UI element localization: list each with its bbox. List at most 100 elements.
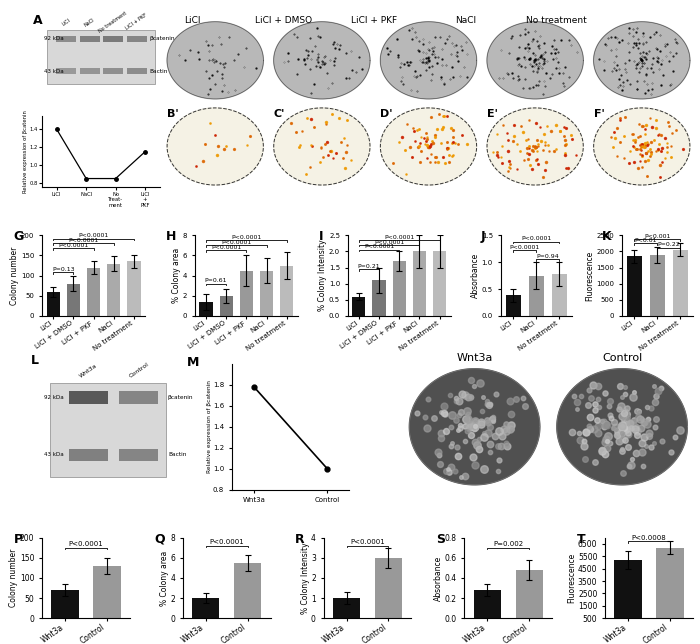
- Bar: [280, 265, 293, 316]
- Bar: [516, 570, 542, 618]
- Bar: [69, 449, 108, 461]
- Bar: [433, 251, 446, 316]
- Polygon shape: [274, 108, 370, 185]
- Text: LiCl + PKF: LiCl + PKF: [125, 13, 148, 31]
- Text: P<0.0001: P<0.0001: [58, 243, 88, 248]
- Text: A: A: [33, 14, 42, 26]
- Bar: [127, 261, 141, 316]
- Text: T: T: [577, 533, 585, 546]
- Text: R: R: [295, 533, 305, 546]
- Bar: [552, 274, 567, 316]
- Bar: [413, 251, 426, 316]
- Y-axis label: % Colony area: % Colony area: [172, 248, 181, 303]
- Text: P<0.001: P<0.001: [644, 234, 671, 239]
- Y-axis label: Absorbance: Absorbance: [471, 253, 480, 298]
- Polygon shape: [274, 22, 370, 99]
- Bar: [66, 283, 80, 316]
- Bar: [615, 560, 642, 625]
- Text: L: L: [32, 354, 39, 366]
- Bar: [120, 449, 158, 461]
- Bar: [234, 563, 261, 618]
- Bar: [104, 68, 123, 75]
- Text: NaCl: NaCl: [83, 17, 96, 27]
- Text: P=0.21: P=0.21: [358, 264, 380, 269]
- Bar: [50, 383, 166, 477]
- Text: P: P: [14, 533, 23, 546]
- Y-axis label: Fluorescence: Fluorescence: [568, 553, 577, 603]
- Text: D': D': [380, 109, 393, 118]
- Bar: [657, 547, 684, 625]
- Text: P<0.0001: P<0.0001: [510, 245, 540, 250]
- Text: P<0.0001: P<0.0001: [374, 240, 404, 245]
- Polygon shape: [487, 108, 583, 185]
- Text: B: B: [167, 23, 176, 33]
- Bar: [120, 391, 158, 404]
- Text: LiCl + DMSO: LiCl + DMSO: [255, 16, 312, 25]
- Text: NaCl: NaCl: [455, 16, 476, 25]
- Bar: [107, 263, 120, 316]
- Text: P<0.0001: P<0.0001: [69, 542, 104, 547]
- Polygon shape: [556, 369, 687, 485]
- Bar: [352, 296, 365, 316]
- Bar: [56, 68, 76, 75]
- Text: S: S: [436, 533, 445, 546]
- Bar: [240, 270, 253, 316]
- Bar: [626, 256, 642, 316]
- Text: P<0.0008: P<0.0008: [631, 535, 666, 541]
- Text: E': E': [487, 109, 498, 118]
- Text: LiCl: LiCl: [184, 16, 200, 25]
- Bar: [505, 296, 521, 316]
- Text: E: E: [487, 23, 495, 33]
- Text: P<0.0001: P<0.0001: [350, 540, 385, 545]
- Bar: [220, 296, 232, 316]
- Bar: [193, 598, 219, 618]
- Polygon shape: [167, 108, 263, 185]
- Text: βcatenin: βcatenin: [168, 395, 193, 400]
- Text: P<0.0001: P<0.0001: [221, 240, 251, 245]
- Polygon shape: [167, 22, 263, 99]
- Bar: [528, 276, 544, 316]
- Text: P<0.0001: P<0.0001: [69, 238, 99, 243]
- Text: No treatment: No treatment: [526, 16, 587, 25]
- Y-axis label: Absorbance: Absorbance: [434, 555, 443, 601]
- Bar: [80, 68, 99, 75]
- Text: No treatment: No treatment: [98, 10, 128, 33]
- Bar: [474, 590, 501, 618]
- Y-axis label: Colony number: Colony number: [10, 247, 20, 305]
- Text: LiCl: LiCl: [61, 17, 71, 26]
- Text: H: H: [166, 231, 176, 243]
- Text: O: O: [556, 369, 566, 379]
- Text: βcatenin: βcatenin: [149, 37, 175, 41]
- Bar: [260, 270, 273, 316]
- Polygon shape: [487, 22, 583, 99]
- Bar: [372, 280, 386, 316]
- Text: P<0.0001: P<0.0001: [211, 245, 241, 250]
- Text: C': C': [274, 109, 285, 118]
- Text: P<0.0001: P<0.0001: [521, 236, 552, 242]
- Text: P<0.01: P<0.01: [634, 238, 657, 243]
- Polygon shape: [410, 369, 540, 485]
- Bar: [333, 598, 360, 618]
- Text: K: K: [601, 231, 611, 243]
- Polygon shape: [594, 22, 690, 99]
- Bar: [673, 250, 688, 316]
- Text: Q: Q: [155, 533, 165, 546]
- Bar: [127, 35, 147, 43]
- Text: Bactin: Bactin: [149, 69, 167, 73]
- Y-axis label: Colony number: Colony number: [10, 549, 18, 607]
- Text: D: D: [380, 23, 390, 33]
- Text: 43 kDa: 43 kDa: [44, 69, 64, 73]
- Text: G: G: [13, 231, 23, 243]
- Text: LiCl + PKF: LiCl + PKF: [351, 16, 398, 25]
- Y-axis label: Relative expression of βcatenin: Relative expression of βcatenin: [206, 381, 211, 473]
- Title: Wnt3a: Wnt3a: [456, 353, 493, 363]
- Text: C: C: [274, 23, 282, 33]
- Text: P=0.13: P=0.13: [52, 267, 74, 272]
- Text: P=0.61: P=0.61: [205, 278, 228, 283]
- Text: 92 kDa: 92 kDa: [44, 395, 64, 400]
- Text: P<0.0001: P<0.0001: [231, 235, 262, 240]
- Polygon shape: [380, 108, 477, 185]
- Bar: [87, 267, 100, 316]
- Bar: [69, 391, 108, 404]
- Bar: [46, 292, 60, 316]
